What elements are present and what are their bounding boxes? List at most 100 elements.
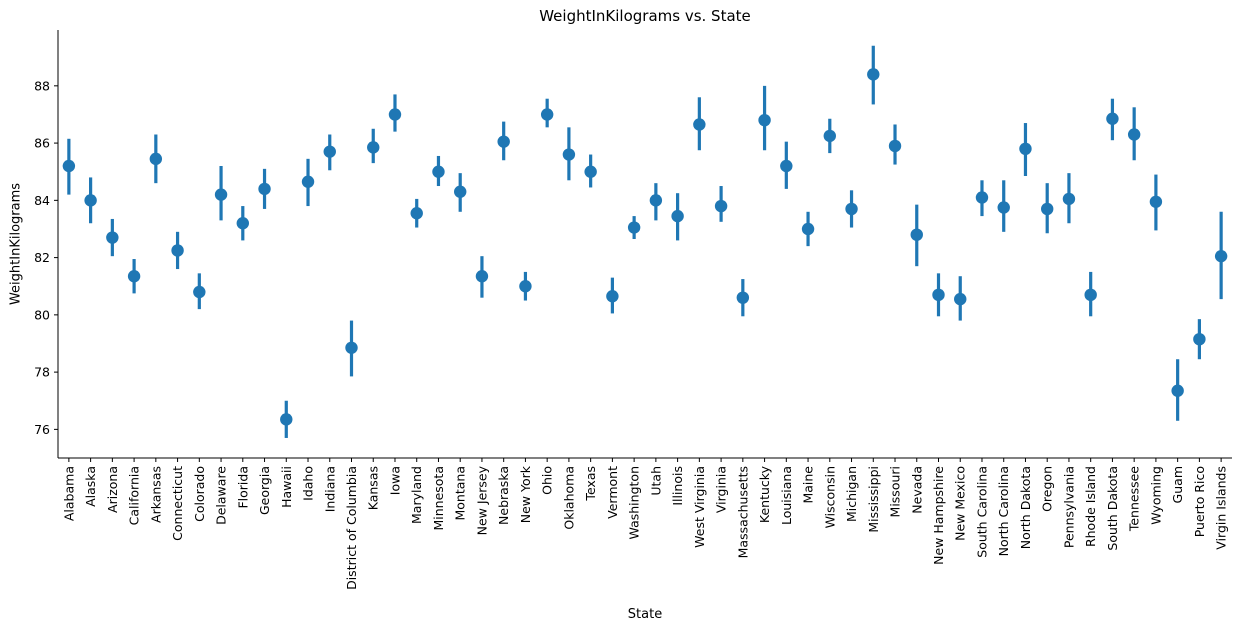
x-tick-label: Virginia — [714, 466, 729, 513]
x-tick-label: Florida — [235, 466, 250, 509]
x-tick-label: Tennessee — [1127, 466, 1142, 532]
data-point — [367, 141, 380, 154]
x-tick-label: South Carolina — [974, 466, 989, 558]
y-tick-label: 84 — [34, 193, 50, 208]
data-point — [845, 202, 858, 216]
data-point — [475, 270, 489, 283]
data-point — [323, 145, 336, 158]
data-point — [171, 244, 184, 257]
x-tick-label: Idaho — [301, 466, 316, 501]
x-tick-label: Pennsylvania — [1061, 466, 1076, 548]
data-point — [714, 199, 728, 213]
x-tick-label: Missouri — [888, 466, 903, 517]
x-tick-label: District of Columbia — [344, 466, 359, 590]
x-tick-label: New York — [518, 465, 533, 523]
data-point — [780, 159, 793, 173]
data-point — [280, 413, 293, 426]
x-tick-label: Arizona — [105, 466, 120, 513]
data-point — [736, 291, 750, 304]
data-point — [127, 270, 141, 283]
data-point — [562, 148, 576, 161]
x-tick-label: Massachusetts — [735, 466, 750, 558]
data-point — [1149, 195, 1163, 208]
data-point — [1019, 142, 1032, 156]
y-tick-label: 86 — [34, 136, 50, 151]
y-tick-label: 78 — [34, 365, 50, 380]
x-tick-label: Oklahoma — [561, 466, 576, 530]
data-point — [606, 290, 619, 303]
data-point — [62, 159, 76, 173]
chart-title: WeightInKilograms vs. State — [539, 7, 751, 25]
data-point — [671, 209, 684, 223]
data-point — [1127, 128, 1141, 141]
x-tick-label: Georgia — [257, 466, 272, 515]
x-tick-label: North Dakota — [1018, 466, 1033, 549]
x-tick-label: Vermont — [605, 466, 620, 519]
data-point — [910, 228, 923, 241]
x-tick-label: Delaware — [214, 466, 229, 525]
data-point — [519, 280, 532, 293]
x-tick-label: Kansas — [366, 466, 381, 510]
x-tick-label: New Jersey — [474, 465, 489, 535]
data-point — [497, 135, 510, 148]
data-point — [867, 68, 880, 81]
data-point — [345, 341, 358, 354]
data-point — [540, 108, 554, 121]
data-marks — [62, 45, 1228, 438]
x-tick-label: Kentucky — [757, 465, 772, 523]
y-axis-ticks: 76 78 80 82 84 86 88 — [34, 78, 58, 437]
x-tick-label: Puerto Rico — [1192, 466, 1207, 537]
data-point — [1193, 332, 1206, 346]
data-point — [236, 217, 249, 230]
x-tick-label: Iowa — [387, 466, 402, 495]
x-axis-label: State — [627, 607, 663, 622]
x-tick-label: Rhode Island — [1083, 466, 1098, 547]
x-tick-label: Ohio — [540, 466, 555, 495]
x-tick-label: Louisiana — [779, 466, 794, 525]
data-point — [258, 182, 271, 196]
x-tick-label: Maine — [801, 466, 816, 504]
x-tick-label: Michigan — [844, 466, 859, 522]
x-tick-label: Connecticut — [170, 466, 185, 541]
data-point — [997, 201, 1010, 214]
x-tick-label: Montana — [453, 466, 468, 521]
data-point — [454, 185, 467, 198]
x-tick-label: Alaska — [83, 466, 98, 507]
x-tick-label: Oregon — [1040, 466, 1055, 512]
x-tick-label: Illinois — [670, 466, 685, 506]
x-tick-label: Mississippi — [866, 466, 881, 533]
x-tick-label: Indiana — [322, 466, 337, 512]
x-tick-label: Wisconsin — [822, 466, 837, 528]
data-point — [1084, 288, 1097, 302]
data-point — [823, 129, 836, 143]
data-point — [84, 194, 97, 207]
x-axis-ticks: Alabama Alaska Arizona California Arkansas Co… — [61, 458, 1229, 590]
data-point — [1106, 112, 1119, 125]
data-point — [410, 207, 423, 220]
x-tick-label: New Hampshire — [931, 466, 946, 565]
data-point — [627, 221, 641, 234]
data-point — [1214, 249, 1228, 263]
data-point — [432, 165, 445, 178]
data-point — [388, 108, 402, 121]
y-tick-label: 88 — [34, 78, 50, 93]
x-tick-label: Maryland — [409, 466, 424, 524]
data-point — [954, 292, 967, 306]
data-point — [1062, 192, 1076, 206]
x-tick-label: Nevada — [909, 466, 924, 514]
x-tick-label: California — [127, 466, 142, 525]
x-tick-label: New Mexico — [953, 466, 968, 541]
x-tick-label: Arkansas — [148, 466, 163, 523]
x-tick-label: West Virginia — [692, 466, 707, 548]
data-point — [301, 175, 315, 188]
data-point — [801, 222, 815, 236]
data-point — [1041, 202, 1054, 216]
data-point — [693, 118, 706, 131]
x-tick-label: Alabama — [61, 466, 76, 521]
data-point — [758, 113, 771, 127]
data-point — [106, 231, 119, 244]
data-point — [193, 285, 206, 299]
data-point — [649, 194, 663, 207]
y-tick-label: 76 — [34, 422, 50, 437]
